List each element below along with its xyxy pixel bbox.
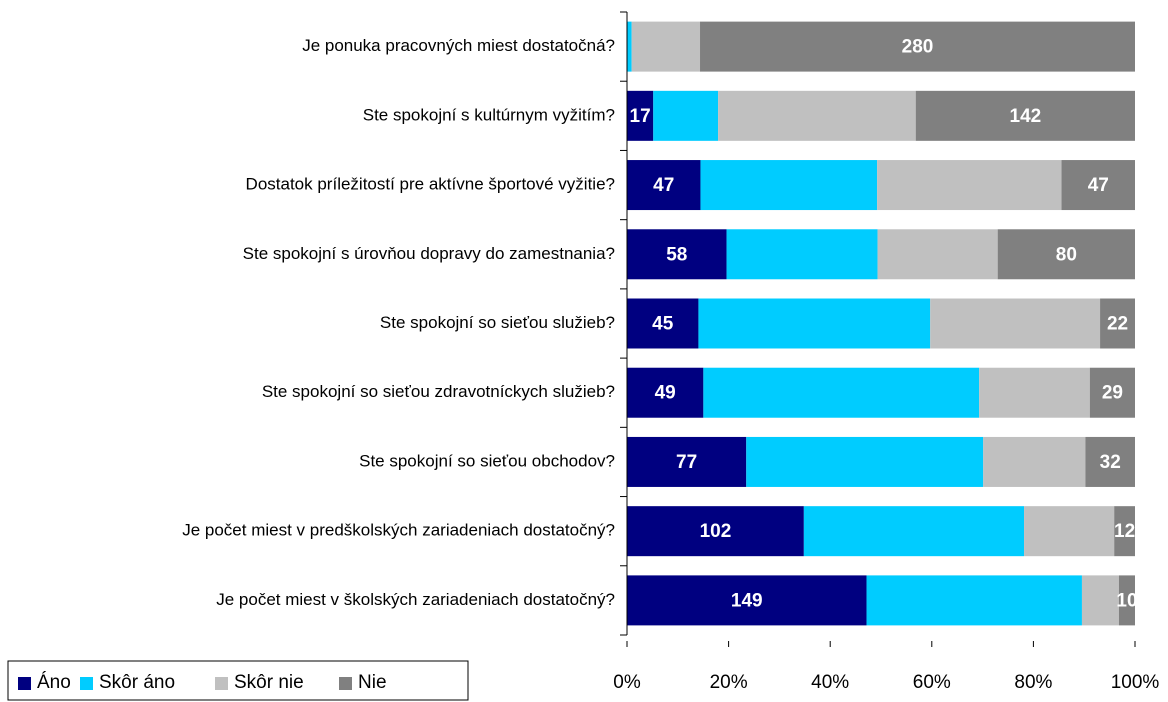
category-label: Ste spokojní so sieťou zdravotníckych sl… bbox=[262, 382, 615, 401]
x-tick-label: 40% bbox=[811, 672, 849, 693]
bar-segment bbox=[746, 436, 984, 487]
data-label: 32 bbox=[1100, 452, 1121, 473]
data-label: 280 bbox=[902, 37, 934, 58]
bar-segment bbox=[627, 436, 747, 487]
bar-segment bbox=[1100, 298, 1135, 349]
legend-label: Skôr nie bbox=[234, 672, 304, 693]
bar-segment bbox=[979, 367, 1090, 418]
bar-segment bbox=[1081, 575, 1119, 626]
bar-segment bbox=[718, 90, 916, 141]
data-label: 45 bbox=[652, 314, 674, 335]
bar-segment bbox=[631, 21, 701, 72]
bar-segment bbox=[627, 298, 699, 349]
bar-segment bbox=[653, 90, 719, 141]
x-tick-label: 60% bbox=[913, 672, 951, 693]
bar-segment bbox=[627, 229, 727, 280]
bar-segment bbox=[1118, 575, 1135, 626]
data-label: 47 bbox=[653, 175, 674, 196]
legend-swatch bbox=[18, 677, 31, 690]
category-label: Ste spokojní s kultúrnym vyžitím? bbox=[363, 105, 615, 124]
bar-segment bbox=[983, 436, 1086, 487]
bar-segment bbox=[627, 575, 867, 626]
legend-label: Skôr áno bbox=[99, 672, 175, 693]
bar-segment bbox=[627, 160, 701, 211]
bar-segment bbox=[627, 367, 704, 418]
bar-segment bbox=[698, 298, 931, 349]
x-tick-label: 20% bbox=[710, 672, 748, 693]
category-label: Dostatok príležitostí pre aktívne športo… bbox=[246, 175, 615, 194]
category-label: Je ponuka pracovných miest dostatočná? bbox=[302, 36, 615, 55]
data-label: 77 bbox=[676, 452, 697, 473]
x-tick-label: 100% bbox=[1111, 672, 1160, 693]
plot-area: 028017142474758804522492977321021214910 bbox=[627, 21, 1137, 626]
category-label: Je počet miest v predškolských zariadeni… bbox=[182, 521, 615, 540]
legend-swatch bbox=[339, 677, 352, 690]
data-label: 10 bbox=[1116, 590, 1137, 611]
data-label: 49 bbox=[655, 383, 676, 404]
data-label: 149 bbox=[731, 590, 763, 611]
category-label: Ste spokojní so sieťou služieb? bbox=[380, 313, 615, 332]
bar-segment bbox=[997, 229, 1135, 280]
data-label: 17 bbox=[630, 106, 651, 127]
bar-segment bbox=[1024, 506, 1115, 557]
bar-segment bbox=[1061, 160, 1135, 211]
bar-segment bbox=[627, 90, 654, 141]
bar-segment bbox=[915, 90, 1135, 141]
legend-swatch bbox=[215, 677, 228, 690]
data-label: 29 bbox=[1102, 383, 1123, 404]
data-label: 142 bbox=[1010, 106, 1042, 127]
data-label: 47 bbox=[1088, 175, 1109, 196]
bar-segment bbox=[877, 229, 998, 280]
legend-label: Nie bbox=[358, 672, 387, 693]
bar-segment bbox=[700, 160, 878, 211]
data-label: 58 bbox=[666, 244, 687, 265]
bar-segment bbox=[930, 298, 1101, 349]
category-label: Ste spokojní so sieťou obchodov? bbox=[359, 451, 615, 470]
bar-segment bbox=[700, 21, 1135, 72]
legend-label: Áno bbox=[37, 672, 71, 693]
data-label: 80 bbox=[1056, 244, 1077, 265]
legend-swatch bbox=[80, 677, 93, 690]
bar-segment bbox=[627, 21, 632, 72]
category-label: Ste spokojní s úrovňou dopravy do zamest… bbox=[243, 244, 615, 263]
bar-segment bbox=[726, 229, 878, 280]
data-label: 22 bbox=[1107, 314, 1128, 335]
bar-segment bbox=[866, 575, 1082, 626]
bar-segment bbox=[1085, 436, 1135, 487]
x-tick-label: 0% bbox=[613, 672, 641, 693]
bar-segment bbox=[1089, 367, 1135, 418]
data-label: 102 bbox=[700, 521, 732, 542]
bar-segment bbox=[627, 506, 804, 557]
bar-segment bbox=[703, 367, 980, 418]
category-label: Je počet miest v školských zariadeniach … bbox=[216, 590, 615, 609]
bar-segment bbox=[803, 506, 1025, 557]
data-label: 12 bbox=[1114, 521, 1135, 542]
bar-segment bbox=[877, 160, 1062, 211]
bar-segment bbox=[1114, 506, 1135, 557]
x-tick-label: 80% bbox=[1014, 672, 1052, 693]
